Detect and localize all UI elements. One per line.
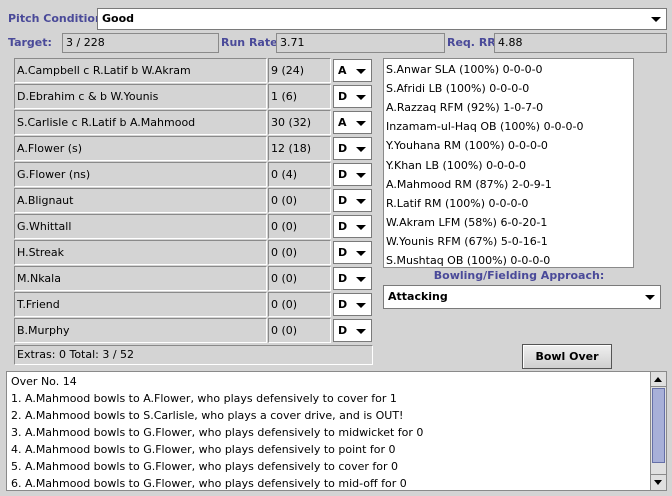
bowler-item[interactable]: Y.Youhana RM (100%) 0-0-0-0 [386,139,548,153]
batsman-score: 30 (32) [268,110,331,135]
scroll-down[interactable] [651,474,666,490]
scrollbar[interactable] [650,371,667,491]
batsman-name: A.Flower (s) [14,136,267,161]
stat-label: Run Rate: [221,36,282,49]
commentary-line: 4. A.Mahmood bowls to G.Flower, who play… [11,443,396,456]
batsman-score: 0 (0) [268,318,331,343]
batsman-mode[interactable]: D [333,267,372,290]
stat-field: 3.71 [276,33,445,53]
batsman-mode[interactable]: D [333,137,372,160]
batsman-mode[interactable]: D [333,163,372,186]
batsman-mode[interactable]: A [333,59,372,82]
pitch-label: Pitch Condition: [8,12,108,25]
batsman-mode[interactable]: D [333,215,372,238]
batsman-name: G.Whittall [14,214,267,239]
bowler-item[interactable]: A.Razzaq RFM (92%) 1-0-7-0 [386,101,544,115]
batsman-mode[interactable]: D [333,85,372,108]
commentary-line: 3. A.Mahmood bowls to G.Flower, who play… [11,426,424,439]
batsman-name: D.Ebrahim c & b W.Younis [14,84,267,109]
batsman-mode[interactable]: A [333,111,372,134]
commentary-line: 6. A.Mahmood bowls to G.Flower, who play… [11,477,407,490]
approach-combo[interactable]: Attacking [383,285,661,309]
batsman-score: 0 (0) [268,214,331,239]
commentary-line: 2. A.Mahmood bowls to S.Carlisle, who pl… [11,409,404,422]
bowler-item[interactable]: A.Mahmood RM (87%) 2-0-9-1 [386,177,552,191]
batsman-score: 0 (4) [268,162,331,187]
bowler-item[interactable]: W.Younis RFM (67%) 5-0-16-1 [386,234,548,248]
scroll-up[interactable] [651,372,666,387]
extras-total: Extras: 0 Total: 3 / 52 [14,345,373,365]
scroll-thumb[interactable] [652,388,665,463]
stat-label: Target: [8,36,52,49]
batsman-name: A.Campbell c R.Latif b W.Akram [14,58,267,83]
batsman-name: T.Friend [14,292,267,317]
bowler-item[interactable]: Inzamam-ul-Haq OB (100%) 0-0-0-0 [386,120,584,134]
bowler-item[interactable]: S.Mushtaq OB (100%) 0-0-0-0 [386,254,551,267]
batsman-score: 9 (24) [268,58,331,83]
batsman-name: G.Flower (ns) [14,162,267,187]
commentary-line: Over No. 14 [11,375,77,388]
bowler-item[interactable]: R.Latif RM (100%) 0-0-0-0 [386,196,529,210]
batsman-mode[interactable]: D [333,319,372,342]
bowler-item[interactable]: W.Akram LFM (58%) 6-0-20-1 [386,215,548,229]
batsman-name: B.Murphy [14,318,267,343]
batsman-score: 1 (6) [268,84,331,109]
bowl-over-button[interactable]: Bowl Over [522,344,612,369]
batsman-score: 12 (18) [268,136,331,161]
batsman-score: 0 (0) [268,240,331,265]
batsman-name: S.Carlisle c R.Latif b A.Mahmood [14,110,267,135]
approach-label: Bowling/Fielding Approach: [433,269,605,282]
bowler-list[interactable]: S.Anwar SLA (100%) 0-0-0-0 S.Afridi LB (1… [383,58,634,268]
batsman-name: A.Blignaut [14,188,267,213]
commentary-area: Over No. 14 1. A.Mahmood bowls to A.Flowe… [6,371,651,491]
batsman-score: 0 (0) [268,188,331,213]
batsman-mode[interactable]: D [333,241,372,264]
bowler-item[interactable]: S.Afridi LB (100%) 0-0-0-0 [386,82,530,96]
commentary-line: 1. A.Mahmood bowls to A.Flower, who play… [11,392,397,405]
commentary-line: 5. A.Mahmood bowls to G.Flower, who play… [11,460,399,473]
batsman-name: H.Streak [14,240,267,265]
batsman-name: M.Nkala [14,266,267,291]
batsman-score: 0 (0) [268,266,331,291]
bowler-item[interactable]: Y.Khan LB (100%) 0-0-0-0 [386,158,526,172]
stat-field: 4.88 [494,33,667,53]
stat-label: Req. RR: [447,36,501,49]
batsman-mode[interactable]: D [333,293,372,316]
batsman-mode[interactable]: D [333,189,372,212]
batsman-score: 0 (0) [268,292,331,317]
stat-field: 3 / 228 [62,33,219,53]
pitch-combo[interactable]: Good [97,8,667,30]
bowler-item[interactable]: S.Anwar SLA (100%) 0-0-0-0 [386,63,543,76]
